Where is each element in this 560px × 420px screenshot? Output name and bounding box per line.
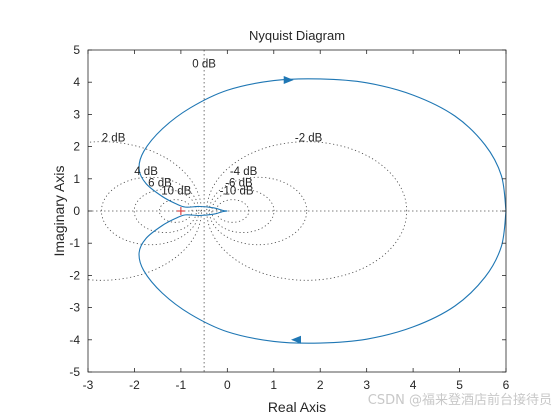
m-circle-label: -2 dB (295, 132, 323, 144)
nyquist-curve-positive-freq (138, 78, 507, 212)
y-tick-label: 2 (73, 140, 80, 154)
x-tick-label: 1 (270, 378, 277, 392)
y-tick-label: -2 (69, 268, 80, 282)
y-tick-label: 3 (73, 107, 80, 121)
m-circle-label: 2 dB (102, 132, 126, 144)
m-circle-label: -10 dB (220, 186, 254, 198)
m-circle-label: 4 dB (134, 166, 158, 178)
x-tick-label: 2 (317, 378, 324, 392)
y-tick-label: 4 (73, 75, 80, 89)
y-tick-label: 0 (73, 204, 80, 218)
x-axis-label: Real Axis (268, 399, 326, 415)
axis-ticks: -3 -2 -1 0 1 2 3 4 5 6 -5 -4 -3 -2 -1 0 1 2 3 4 5 (69, 43, 509, 392)
x-tick-label: 3 (363, 378, 370, 392)
y-axis-label: Imaginary Axis (51, 165, 67, 256)
x-tick-label: 0 (224, 378, 231, 392)
y-tick-label: -4 (69, 333, 80, 347)
y-tick-label: -1 (69, 236, 80, 250)
x-tick-label: 4 (410, 378, 417, 392)
m-circle-label: 0 dB (192, 58, 216, 70)
chart-title: Nyquist Diagram (249, 28, 345, 43)
reference-lines (88, 50, 506, 372)
watermark-text: CSDN @福来登酒店前台接待员 (368, 392, 552, 408)
y-tick-label: -5 (69, 365, 80, 379)
direction-arrow (283, 75, 294, 84)
y-tick-label: 1 (73, 172, 80, 186)
x-tick-label: -1 (176, 378, 187, 392)
x-tick-label: -3 (83, 378, 94, 392)
nyquist-curves (138, 75, 507, 344)
x-tick-label: 5 (456, 378, 463, 392)
x-tick-label: 6 (503, 378, 510, 392)
m-circle-grid (88, 141, 408, 281)
m-circle (211, 189, 275, 233)
m-circle (133, 189, 197, 233)
direction-arrow (291, 335, 301, 344)
m-circle-label: 6 dB (148, 177, 172, 189)
y-tick-label: -3 (69, 301, 80, 315)
x-tick-label: -2 (129, 378, 140, 392)
nyquist-curve-negative-freq (138, 210, 507, 344)
m-circle (101, 176, 200, 246)
m-circle (206, 141, 408, 281)
m-circle-label: -4 dB (230, 166, 258, 178)
m-circle-label: -6 dB (225, 177, 253, 189)
m-circle (88, 141, 202, 281)
m-circle (208, 176, 308, 246)
m-circle-label: 10 dB (161, 186, 191, 198)
y-tick-label: 5 (73, 43, 80, 57)
